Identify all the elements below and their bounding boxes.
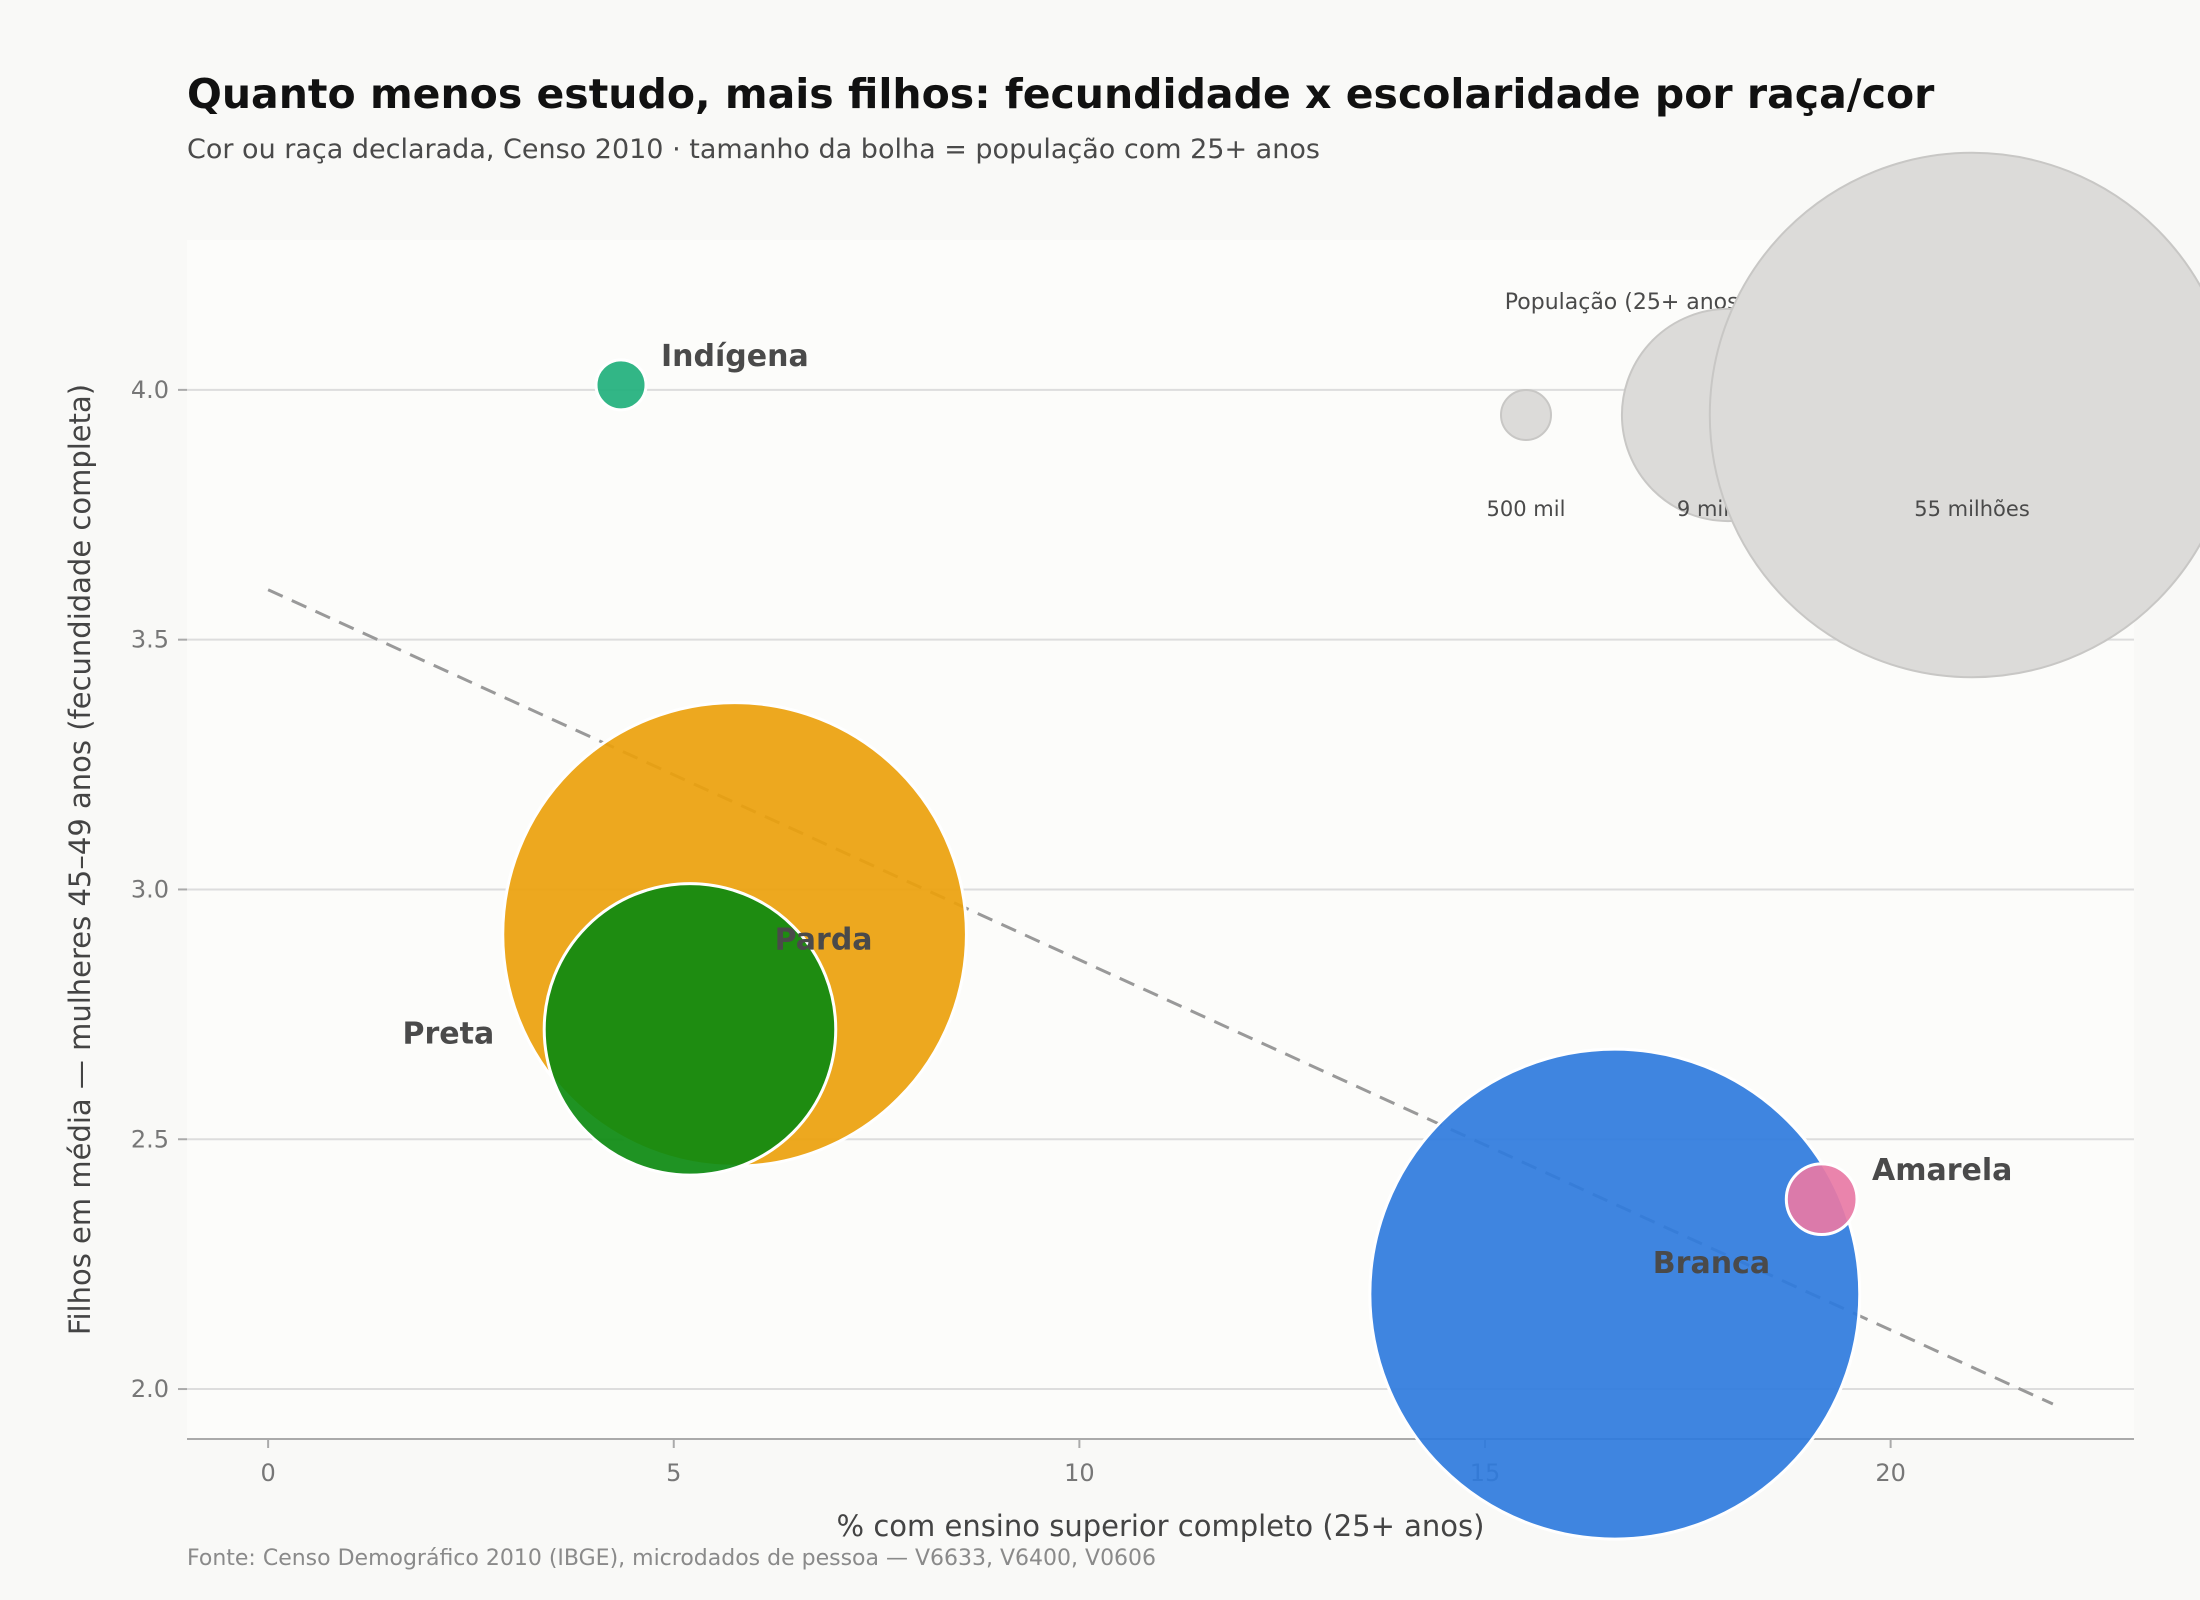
bubble [594,358,648,412]
bubble [1784,1162,1859,1237]
x-tick-label: 0 [260,1459,275,1487]
y-tick-label: 3.0 [131,875,169,903]
point-label: Parda [775,922,873,957]
y-axis-label: Filhos em média — mulheres 45–49 anos (f… [63,384,97,1335]
bubbles [501,358,1862,1541]
y-tick-label: 3.5 [131,626,169,654]
source-note: Fonte: Censo Demográfico 2010 (IBGE), mi… [187,1546,1157,1571]
chart-subtitle: Cor ou raça declarada, Censo 2010 · tama… [187,134,1320,165]
y-tick-label: 4.0 [131,376,169,404]
size-legend-label: 55 milhões [1914,497,2030,521]
x-tick-label: 10 [1064,1459,1095,1487]
x-tick-label: 5 [666,1459,681,1487]
point-label: Branca [1653,1246,1770,1281]
x-tick-label: 20 [1875,1459,1906,1487]
y-tick-label: 2.5 [131,1125,169,1153]
point-label: Preta [402,1016,494,1051]
point-label: Amarela [1872,1153,2012,1188]
point-labels: Indígena Parda Preta Branca Amarela [402,339,2012,1281]
size-legend-bubble [1708,151,2200,679]
chart-title: Quanto menos estudo, mais filhos: fecund… [187,70,1935,118]
bubble [1368,1047,1862,1541]
bubble [542,882,838,1177]
point-label: Indígena [661,339,809,374]
trend-line [267,588,2054,1406]
y-axis: 2.0 2.5 3.0 3.5 4.0 [131,376,187,1403]
size-legend-label: 500 mil [1487,497,1566,521]
size-legend-bubble [1500,389,1552,441]
y-tick-label: 2.0 [131,1375,169,1403]
x-axis-label: % com ensino superior completo (25+ anos… [837,1509,1485,1543]
